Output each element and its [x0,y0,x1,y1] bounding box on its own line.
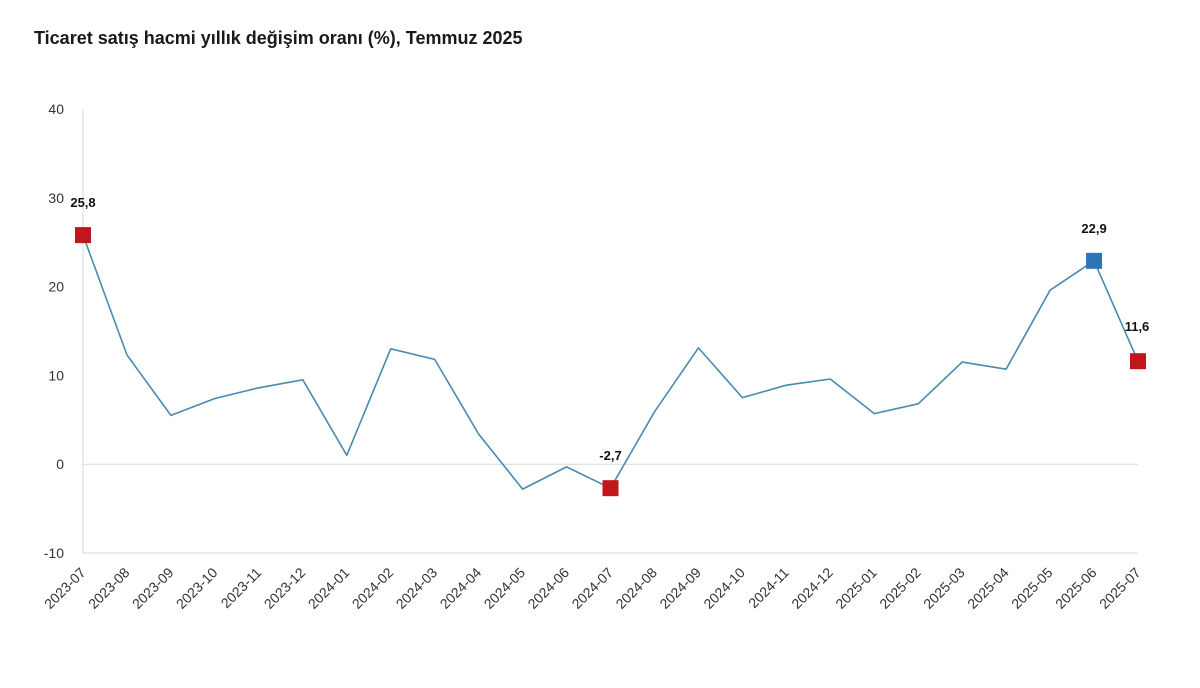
x-tick-label: 2024-05 [481,564,529,612]
x-tick-label: 2023-12 [261,564,309,612]
y-tick-label: 10 [48,367,64,383]
x-tick-label: 2024-08 [612,564,660,612]
x-tick-label: 2023-07 [41,564,89,612]
highlight-marker [1086,252,1103,269]
highlight-marker [1130,353,1146,370]
y-tick-label: 0 [56,456,64,472]
x-tick-label: 2024-03 [393,564,441,612]
x-tick-label: 2024-12 [788,564,836,612]
x-tick-label: 2025-07 [1096,564,1144,612]
x-tick-label: 2024-07 [568,564,616,612]
highlight-marker [75,227,91,244]
x-tick-label: 2025-05 [1008,564,1056,612]
x-tick-label: 2025-04 [964,564,1012,612]
y-tick-label: 30 [48,190,64,206]
highlight-marker [602,480,619,497]
x-tick-label: 2024-06 [524,564,572,612]
x-tick-label: 2025-01 [832,564,880,612]
data-label: -2,7 [599,448,621,463]
x-tick-label: 2025-03 [920,564,968,612]
x-tick-label: 2024-09 [656,564,704,612]
y-tick-label: -10 [44,545,64,561]
y-tick-label: 20 [48,279,64,295]
chart-title: Ticaret satış hacmi yıllık değişim oranı… [34,28,523,48]
x-tick-label: 2024-10 [700,564,748,612]
x-tick-label: 2023-10 [173,564,221,612]
x-tick-label: 2025-02 [876,564,924,612]
x-tick-label: 2024-01 [305,564,353,612]
data-label: 22,9 [1081,221,1106,236]
x-tick-label: 2023-11 [218,564,265,611]
x-tick-label: 2023-08 [85,564,133,612]
y-tick-label: 40 [48,101,64,117]
data-label: 25,8 [70,195,95,210]
x-tick-label: 2024-11 [745,564,792,611]
data-label: 11,6 [1125,319,1150,334]
x-tick-label: 2024-02 [349,564,397,612]
x-tick-label: 2024-04 [437,564,485,612]
x-tick-label: 2025-06 [1052,564,1100,612]
x-tick-label: 2023-09 [129,564,177,612]
